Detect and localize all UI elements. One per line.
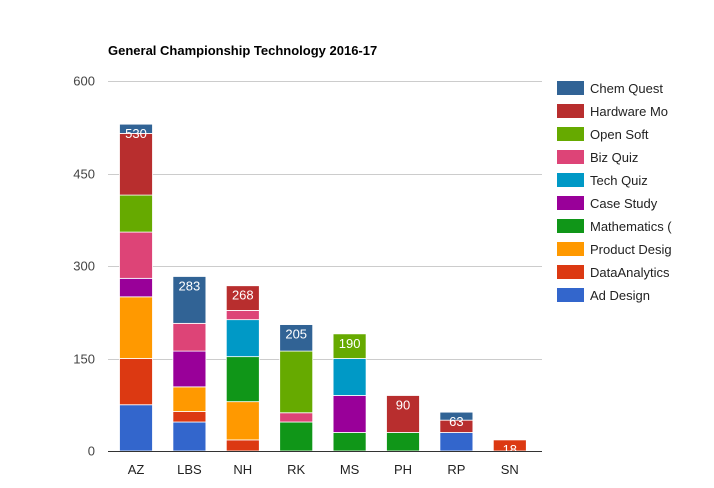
bar-segment [119, 277, 153, 298]
bar-segment [386, 432, 420, 452]
bar-segment [225, 309, 260, 321]
legend-label: Chem Quest [590, 81, 663, 96]
x-tick-label: RK [287, 462, 305, 477]
bar-segment [279, 412, 314, 423]
legend-swatch [557, 81, 584, 95]
bar-segment [279, 421, 314, 452]
bar-total-label: 283 [179, 278, 201, 293]
bar-segment [172, 386, 207, 412]
legend-swatch [557, 104, 584, 118]
x-tick-label: LBS [177, 462, 202, 477]
legend-swatch [557, 173, 584, 187]
bar-total-label: 18 [503, 442, 517, 457]
legend-swatch [557, 196, 584, 210]
bar-segment [172, 276, 207, 324]
bar-segment [332, 432, 367, 452]
legend-label: Tech Quiz [590, 173, 648, 188]
legend-label: Biz Quiz [590, 150, 638, 165]
bar-segment [332, 358, 367, 396]
bar-segment [172, 421, 207, 452]
bar-total-label: 268 [232, 288, 254, 303]
y-tick-label: 150 [73, 352, 95, 367]
legend-swatch [557, 265, 584, 279]
x-tick-label: PH [394, 462, 412, 477]
legend-label: Case Study [590, 196, 658, 211]
bar-segment [172, 350, 207, 388]
legend-label: Ad Design [590, 288, 650, 303]
x-tick-label: SN [501, 462, 519, 477]
bar-segment [279, 324, 314, 352]
gridlines [108, 81, 542, 360]
legend-swatch [557, 242, 584, 256]
bar-segment [279, 350, 314, 414]
bar-segment [439, 432, 474, 452]
legend-label: Product Desig [590, 242, 672, 257]
bar-total-label: 90 [396, 398, 410, 413]
bar-total-labels: 530 283 268 205 190 90 63 18 [125, 126, 517, 457]
axes: 0 150 300 450 600 AZ LBS NH RK MS PH RP SN [73, 74, 542, 477]
bar-segment [225, 401, 260, 441]
bar-total-label: 530 [125, 126, 147, 141]
bar-segment [386, 395, 420, 433]
bar-segment [119, 194, 153, 233]
x-tick-label: AZ [128, 462, 145, 477]
legend-swatch [557, 219, 584, 233]
bar-segment [119, 231, 153, 279]
bar-segment [119, 296, 153, 359]
legend-swatch [557, 288, 584, 302]
bar-segment [172, 322, 207, 352]
legend-label: Open Soft [590, 127, 649, 142]
bar-total-label: 190 [339, 336, 361, 351]
legend: Chem Quest Hardware Mo Open Soft Biz Quiz Te… [557, 81, 672, 303]
bar-segment [225, 439, 260, 452]
bar-segment [172, 411, 207, 423]
bar-segment [332, 395, 367, 433]
x-tick-label: RP [447, 462, 465, 477]
bar-total-label: 63 [449, 414, 463, 429]
bar-segment [225, 319, 260, 358]
bars [119, 123, 527, 452]
x-tick-label: NH [233, 462, 252, 477]
bar-segment [225, 285, 260, 311]
legend-label: DataAnalytics [590, 265, 670, 280]
bar-segment [439, 411, 474, 421]
chart-title: General Championship Technology 2016-17 [108, 43, 377, 58]
y-tick-label: 300 [73, 259, 95, 274]
bar-segment [332, 333, 367, 359]
bar-segment [119, 123, 153, 134]
legend-label: Mathematics ( [590, 219, 672, 234]
bar-segment [119, 133, 153, 196]
y-tick-label: 450 [73, 167, 95, 182]
bar-segment [225, 356, 260, 403]
y-tick-label: 0 [88, 444, 95, 459]
y-tick-label: 600 [73, 74, 95, 89]
bar-segment [119, 404, 153, 452]
legend-swatch [557, 127, 584, 141]
legend-swatch [557, 150, 584, 164]
bar-total-label: 205 [285, 327, 307, 342]
bar-segment [119, 358, 153, 406]
x-tick-label: MS [340, 462, 360, 477]
legend-label: Hardware Mo [590, 104, 668, 119]
